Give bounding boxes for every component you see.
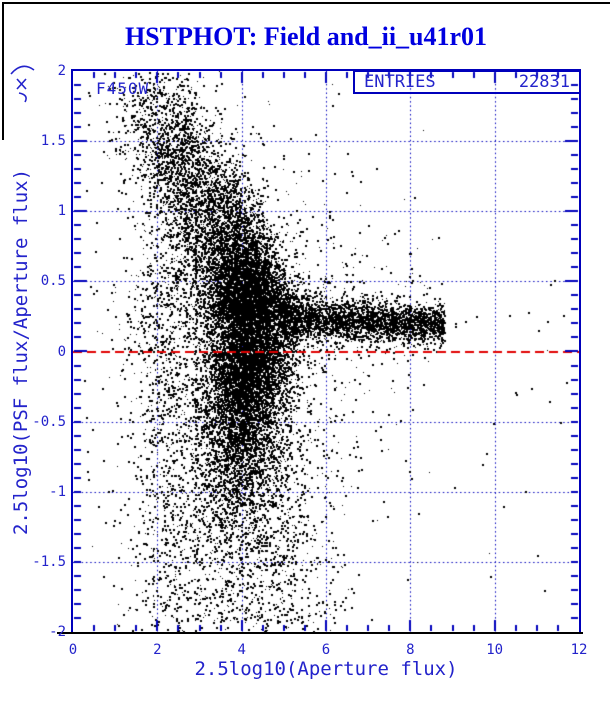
plot-area (71, 69, 581, 634)
corner-artifact-glyph (10, 65, 35, 103)
scatter-canvas (73, 71, 579, 632)
page-title: HSTPHOT: Field and_ii_u41r01 (124, 22, 488, 51)
y-tick-label: 2 (57, 63, 66, 79)
window-frame-left-artifact (2, 2, 4, 140)
y-tick-label: 1 (57, 203, 66, 220)
window-frame-top-artifact (2, 2, 610, 4)
y-tick-label: -0.5 (32, 413, 66, 430)
y-tick-label: 1.5 (40, 133, 66, 150)
y-tick-label: -1 (49, 483, 66, 500)
x-tick-label: 12 (570, 642, 588, 658)
x-tick-label: 10 (486, 642, 504, 658)
filter-name-label: F450W (96, 79, 150, 98)
x-tick-label: 8 (406, 642, 415, 658)
entries-label: ENTRIES (364, 72, 436, 92)
x-tick-label: 0 (68, 642, 78, 658)
x-tick-label: 6 (321, 642, 331, 658)
x-axis-title: 2.5log10(Aperture flux) (194, 658, 458, 680)
bottom-axis-line (57, 632, 583, 634)
y-tick-label: 0 (57, 343, 66, 360)
x-tick-label: 4 (237, 642, 246, 658)
x-tick-label: 2 (153, 642, 162, 658)
entries-legend-box: ENTRIES 22831 (353, 70, 581, 94)
y-tick-label: 0.5 (40, 273, 66, 290)
entries-count: 22831 (518, 72, 570, 92)
y-tick-label: -2 (49, 624, 66, 640)
y-tick-label: -1.5 (32, 553, 66, 570)
